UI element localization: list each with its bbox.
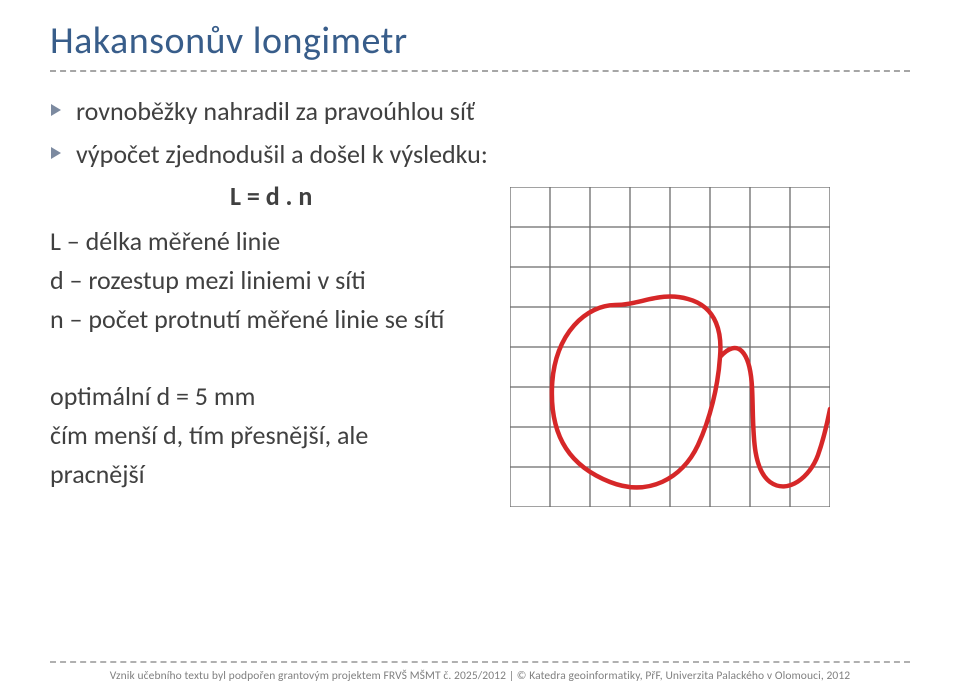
bullet-marker-icon: [50, 103, 62, 122]
optimal-line: čím menší d, tím přesnější, ale pracnějš…: [50, 416, 430, 494]
optimal-block: optimální d = 5 mm čím menší d, tím přes…: [50, 377, 430, 494]
grid-svg: [510, 187, 830, 507]
bullet-text: rovnoběžky nahradil za pravoúhlou síť: [76, 94, 475, 129]
grid-figure: [510, 187, 830, 512]
content-area: rovnoběžky nahradil za pravoúhlou síť vý…: [50, 94, 910, 512]
footer-text: Vznik učebního textu byl podpořen granto…: [110, 669, 850, 683]
slide: Hakansonův longimetr rovnoběžky nahradil…: [0, 0, 960, 697]
bullet-item: výpočet zjednodušil a došel k výsledku:: [50, 137, 910, 172]
optimal-line: optimální d = 5 mm: [50, 377, 430, 416]
footer: Vznik učebního textu byl podpořen granto…: [0, 661, 960, 683]
lower-row: optimální d = 5 mm čím menší d, tím přes…: [50, 377, 910, 512]
slide-title: Hakansonův longimetr: [50, 18, 910, 64]
bullet-text: výpočet zjednodušil a došel k výsledku:: [76, 137, 488, 172]
bullet-marker-icon: [50, 146, 62, 165]
footer-divider: [50, 661, 910, 663]
title-divider: [50, 70, 910, 72]
bullet-item: rovnoběžky nahradil za pravoúhlou síť: [50, 94, 910, 129]
